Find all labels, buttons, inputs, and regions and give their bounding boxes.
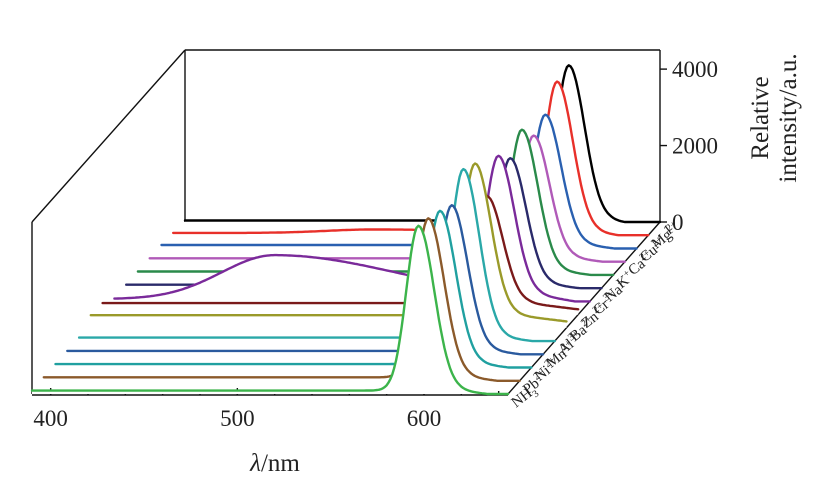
- labels-group: 0 2000 4000 Relativeintensity/a.u. 400 500 600…: [33, 53, 802, 477]
- series-line-1: [183, 64, 662, 224]
- series-line-Cu2: [160, 113, 638, 250]
- x-axis-label-unit: /nm: [261, 450, 300, 477]
- series-occluder: [32, 225, 508, 394]
- series-line-Mn2: [66, 204, 545, 356]
- series-line-Pb2: [42, 217, 521, 382]
- series-line-Ni2: [54, 209, 533, 369]
- y-axis-label: Relativeintensity/a.u.: [747, 53, 802, 182]
- series-line-Al3: [77, 167, 556, 343]
- x-tick-label: 500: [220, 406, 255, 431]
- x-tick-label: 600: [407, 406, 442, 431]
- series-line-Mg2: [172, 80, 650, 237]
- x-axis-label-symbol: λ: [249, 450, 261, 477]
- y-axis-label-line: intensity/a.u.: [775, 53, 802, 182]
- series-group: [30, 64, 662, 396]
- series-line-Ba2: [89, 162, 568, 323]
- series-label-base: Pb: [520, 376, 542, 398]
- y-axis-label-line: Relative: [747, 76, 774, 159]
- series-line-Cr3: [113, 154, 591, 303]
- side-wall-top: [31, 49, 186, 223]
- y-tick-label: 0: [672, 210, 684, 235]
- y-tick-label: 2000: [672, 134, 718, 159]
- series-label-sub: 3: [531, 388, 542, 400]
- series-label-sup: +: [621, 268, 633, 280]
- depth-axis-line: [507, 221, 661, 395]
- series-line-Zn2: [101, 194, 580, 311]
- series-line-NH3: [30, 224, 510, 396]
- x-tick-label: 400: [33, 406, 68, 431]
- y-tick-label: 4000: [672, 57, 718, 82]
- x-axis-label: λ/nm: [249, 450, 300, 477]
- series-line-Ca2: [148, 134, 627, 263]
- series-label-sup: +: [615, 277, 627, 289]
